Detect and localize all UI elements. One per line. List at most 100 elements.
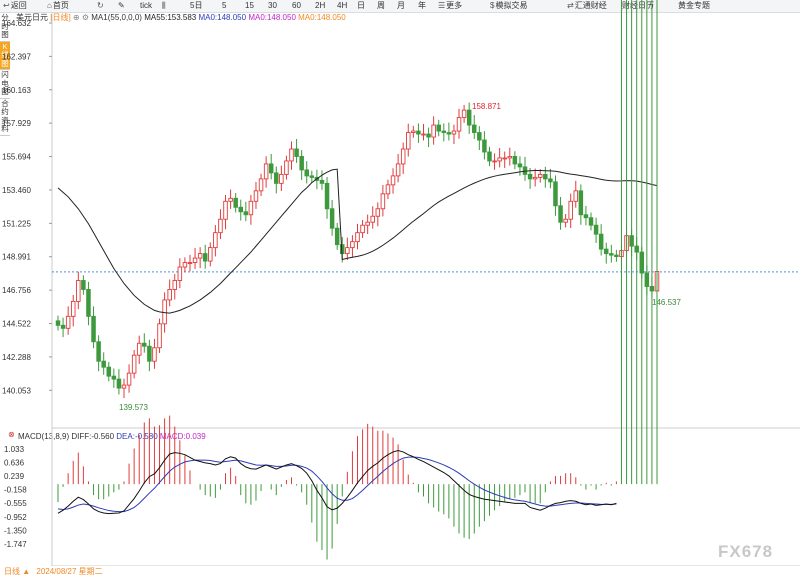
side-tab-3[interactable]: 合约资料 [0, 99, 10, 136]
candle-body [294, 148, 299, 157]
period-2h[interactable]: 2H [315, 0, 325, 12]
macd-tick-label: -1.350 [4, 526, 27, 535]
candle-body [213, 232, 218, 249]
macd-tick-label: -0.952 [4, 513, 27, 522]
candle-body [578, 190, 584, 216]
toolbar-label: 5 [222, 1, 227, 10]
candle-body [588, 217, 594, 226]
footer-bar: 日线 ▲ 2024/08/27 星期二 [0, 566, 103, 577]
candle-body [426, 133, 431, 138]
candle-body [136, 342, 142, 356]
macd-dea: DEA:-0.580 [116, 432, 158, 441]
candle-body [553, 181, 558, 207]
candle-body [390, 175, 396, 186]
toolbar-label: 日 [357, 1, 365, 10]
candle-body [177, 266, 183, 281]
price-tick-label: 144.522 [2, 320, 31, 329]
candle-body [258, 178, 264, 192]
candle-body [456, 117, 462, 132]
home-button[interactable]: ⌂首页 [47, 0, 69, 12]
candle-body [101, 360, 106, 368]
candle-body [223, 200, 228, 220]
price-tick-label: 146.756 [2, 286, 31, 295]
candle-body [472, 124, 477, 134]
candle-body [91, 315, 96, 343]
back-icon: ↩ [3, 1, 10, 10]
toolbar-label: 周 [377, 1, 385, 10]
period-4h[interactable]: 4H [337, 0, 347, 12]
candle-body [441, 130, 447, 134]
period-week[interactable]: 周 [377, 0, 385, 12]
candle-body [370, 215, 375, 223]
candle-body [111, 375, 117, 380]
candle-body [411, 130, 416, 134]
toolbar-label: 汇通财经 [574, 1, 607, 10]
candle-body [375, 208, 381, 217]
period-year[interactable]: 年 [418, 0, 426, 12]
macd-tick-label: 1.033 [4, 445, 25, 454]
candle-body [350, 241, 355, 249]
side-tab-1[interactable]: K线图 [0, 41, 10, 70]
candle-body [197, 253, 203, 259]
candle-body [395, 163, 401, 177]
candle-body [253, 190, 259, 202]
zoom-icon[interactable]: ⊕ [72, 13, 80, 22]
macd-tick-label: -1.747 [4, 540, 27, 549]
candle-body [60, 324, 66, 329]
candle-body [537, 173, 543, 178]
candle-body [446, 132, 452, 135]
period-5m[interactable]: 5 [222, 0, 226, 12]
period-tick[interactable]: tick [140, 0, 152, 12]
sim-trade-button[interactable]: $模拟交易 [490, 0, 527, 12]
candle-body [243, 211, 249, 216]
calendar-button[interactable]: 财经日历 [622, 0, 654, 12]
candle-body [268, 163, 274, 174]
period-day[interactable]: 日 [357, 0, 365, 12]
side-tab-0[interactable]: 分时图 [0, 13, 10, 42]
refresh-button[interactable]: ↻ [97, 0, 105, 12]
macd-tick-label: 0.239 [4, 472, 25, 481]
low-annotation: 146.537 [652, 298, 681, 307]
candle-body [558, 205, 563, 223]
candle-body [116, 378, 122, 389]
toolbar-label: 更多 [446, 1, 463, 10]
ma-value-a: MA0:148.050 [198, 13, 247, 22]
period-month[interactable]: 月 [397, 0, 405, 12]
candle-body [512, 156, 518, 165]
more-button[interactable]: ☰更多 [438, 0, 462, 12]
price-tick-label: 162.397 [2, 52, 31, 61]
side-tab-2[interactable]: 闪电图 [0, 70, 10, 99]
candle-body [228, 197, 233, 202]
candle-body [431, 124, 436, 138]
candle-body [532, 176, 538, 180]
price-tick-label: 142.288 [2, 353, 31, 362]
candle-body [416, 130, 421, 135]
price-tick-label: 148.991 [2, 253, 31, 262]
draw-tool-icon[interactable]: ✎ [118, 1, 125, 10]
fx678-button[interactable]: ⇄汇通财经 [567, 0, 607, 12]
macd-title: MACD(13,8,9) [18, 432, 70, 441]
back-button[interactable]: ↩返回 [3, 0, 27, 12]
period-15m[interactable]: 15 [245, 0, 254, 12]
footer-period[interactable]: 日线 ▲ [4, 567, 31, 576]
macd-close-icon[interactable]: ⊗ [8, 430, 15, 439]
settings-icon[interactable]: ⚙ [81, 13, 90, 22]
macd-info-line: MACD(13,8,9) DIFF:-0.560 DEA:-0.580 MACD… [18, 431, 206, 442]
ma55-line [57, 168, 658, 314]
home-icon: ⌂ [47, 1, 52, 10]
period-5d[interactable]: 5日 [190, 0, 202, 12]
candle-body [598, 233, 604, 250]
candle-body [157, 323, 162, 349]
period-30m[interactable]: 30 [268, 0, 277, 12]
period-60m[interactable]: 60 [292, 0, 301, 12]
symbol-name: 美元日元 [16, 13, 48, 22]
toolbar-label: 黄金专题 [678, 1, 710, 10]
gold-topic-button[interactable]: 黄金专题 [678, 0, 710, 12]
candle-body [86, 289, 91, 317]
candle-type-icon[interactable]: ⫼ [162, 1, 166, 10]
macd-tick-label: 0.636 [4, 458, 25, 467]
candle-body [345, 247, 350, 255]
candle-body [289, 148, 294, 162]
